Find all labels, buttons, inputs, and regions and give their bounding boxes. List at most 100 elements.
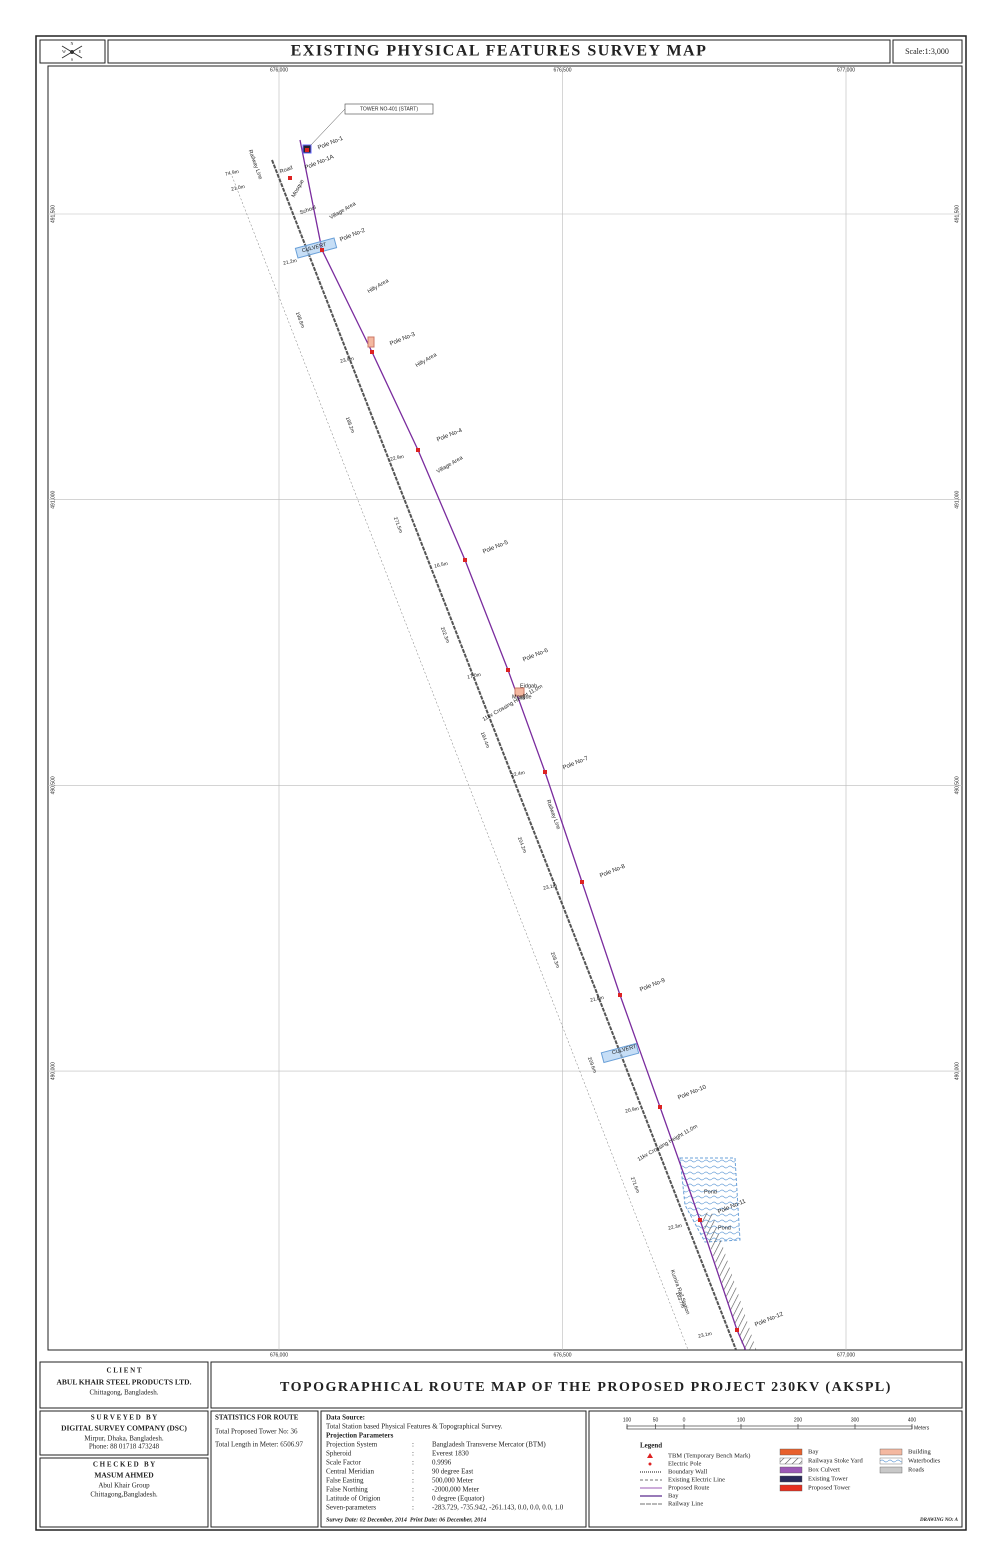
compass-center [70,50,74,54]
scale-label: 200 [794,1417,803,1423]
northing-label: 491,000 [50,490,56,508]
projection-sep: : [412,1495,414,1503]
offset-length: 22.4m [511,770,526,779]
building [367,336,375,348]
dimension-line [231,175,689,1350]
legend-label: Boundary Wall [668,1468,707,1475]
map-layer: 676,000 676,000 676,500 676,500 677,000 677,0… [48,66,962,1358]
surveyed-address: Mirpur, Dhaka, Bangladesh. [84,1435,163,1443]
projection-name: Spheroid [326,1450,352,1458]
surveyed-name: DIGITAL SURVEY COMPANY (DSC) [61,1424,187,1433]
scale-label: 50 [653,1417,659,1423]
scale-box [892,39,963,64]
feature-label: Pond [704,1189,717,1195]
map-title: EXISTING PHYSICAL FEATURES SURVEY MAP [291,43,708,60]
checked-box [39,1457,209,1528]
pole-label: Pole No-2 [339,228,367,244]
pole-marker [463,558,467,562]
legend-label: Railwaya Stoke Yard [808,1457,863,1464]
legend-swatch [779,1457,803,1465]
legend-label: Proposed Route [668,1484,709,1491]
span-length: 198.8m [294,311,306,329]
legend-label: Existing Electric Line [668,1476,725,1483]
survey-dates: Survey Date: 02 December, 2014 Print Dat… [326,1517,486,1523]
data-source-text: Total Station based Physical Features & … [326,1423,503,1431]
offset-length: 17.0m [467,672,482,681]
projection-sep: : [412,1477,414,1485]
checked-org: Abul Khair Group [98,1482,150,1490]
data-source-box [320,1410,587,1528]
easting-label: 677,000 [837,67,855,73]
feature-label: Mosque [291,179,306,199]
project-title: TOPOGRAPHICAL ROUTE MAP OF THE PROPOSED … [280,1380,892,1395]
span-length: 209.6m [586,1056,598,1074]
span-length: 183.7m [674,1291,686,1309]
pole-marker [543,770,547,774]
projection-value: Bangladesh Transverse Mercator (BTM) [432,1441,546,1449]
northing-label: 490,000 [50,1062,56,1080]
span-length: 184.4m [479,731,491,749]
scale-label: 0 [683,1417,686,1423]
pole-marker [698,1218,702,1222]
offset-length: 23.1m [698,1331,713,1340]
scale-unit: Meters [914,1425,930,1431]
feature-label: Pond [718,1225,731,1231]
northing-label: 491,500 [954,205,960,223]
pole-label: Pole No-9 [639,978,667,994]
culvert [600,1042,640,1064]
projection-name: Scale Factor [326,1459,361,1467]
legend-label: TBM (Temporary Bench Mark) [668,1452,750,1459]
scale-label: 100 [737,1417,746,1423]
legend-label: Box Culvert [808,1466,840,1473]
feature-label: Hilly Area [415,352,439,369]
checked-address: Chittagong,Bangladesh. [90,1491,158,1499]
feature-label: Eidgah [520,683,537,689]
easting-label: 676,500 [553,67,571,73]
legend-heading: Legend [640,1442,662,1450]
stoke-yard [700,1211,758,1350]
offset-length: 20.9m [625,1106,640,1115]
northing-label: 490,500 [954,776,960,794]
offset-length: 16.5m [434,561,449,570]
culvert [294,237,338,259]
offset-length: 23.9m [340,356,355,365]
feature-label: Village Area [436,455,465,475]
legend-swatch [647,1453,653,1458]
legend-swatch [879,1448,903,1456]
start-tower-box [344,103,434,115]
scale-label: 300 [851,1417,860,1423]
legend-label: Bay [668,1492,679,1499]
legend-swatch [879,1466,903,1474]
checked-name: MASUM AHMED [94,1471,154,1480]
title-box [107,39,891,64]
pole-label: Pole No-1 [317,136,345,152]
projection-name: False Easting [326,1477,364,1485]
railway-line [271,159,738,1350]
northing-label: 490,500 [50,776,56,794]
feature-label: Railway Line [247,149,263,180]
feature-label: Village Area [329,201,358,221]
pole-label: Pole No-12 [754,1311,785,1328]
northing-label: 490,000 [954,1062,960,1080]
offset-length: 22.3m [668,1223,683,1232]
pole-label: Pole No-8 [599,864,627,880]
pole-label: Pole No-10 [677,1084,708,1101]
offset-length: 22.9m [390,454,405,463]
pole-marker [735,1328,739,1332]
legend-swatch [779,1466,803,1474]
legend-label: Building [908,1448,932,1455]
offset-length: 21.0m [231,184,246,193]
statistics-heading: STATISTICS FOR ROUTE [215,1414,299,1422]
client-address: Chittagong, Bangladesh. [89,1389,158,1397]
legend-label: Electric Pole [668,1460,702,1467]
compass-letter: E [79,49,82,54]
legend-label: Roads [908,1466,925,1473]
scale-bar [626,1425,913,1430]
pole-label: Pole No-1A [304,154,335,171]
projection-name: Central Meridian [326,1468,375,1476]
map-scale: Scale:1:3,000 [905,47,949,56]
pole-label: Pole No-4 [436,428,464,444]
feature-label: Railway Line [545,799,561,830]
pole-marker [580,880,584,884]
